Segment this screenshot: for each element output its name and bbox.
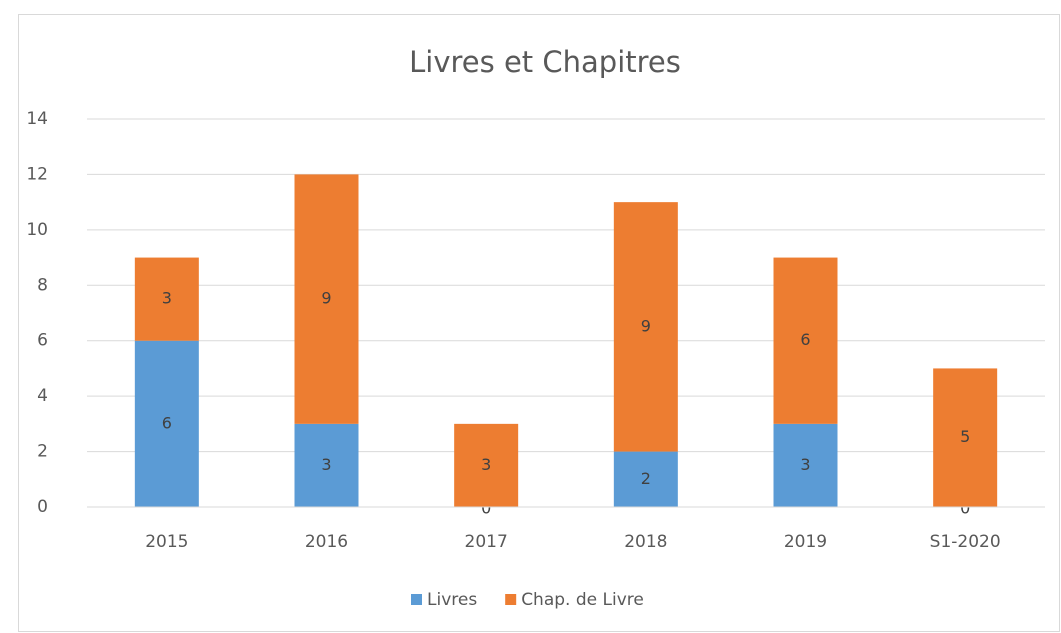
data-label: 9: [641, 316, 651, 335]
data-label: 3: [162, 289, 172, 308]
bar-segment: [773, 423, 838, 507]
y-tick-label: 10: [26, 220, 48, 240]
bar-segment: [294, 174, 359, 424]
y-tick-label: 14: [26, 109, 48, 129]
data-label: 3: [800, 455, 810, 474]
legend-label: Chap. de Livre: [521, 590, 644, 610]
y-tick-label: 12: [26, 164, 48, 184]
legend-label: Livres: [427, 590, 477, 610]
legend-swatch: [411, 594, 422, 605]
x-tick-label: 2019: [784, 532, 827, 552]
data-label: 6: [800, 330, 810, 349]
x-tick-label: 2016: [305, 532, 348, 552]
data-label: 0: [960, 499, 970, 518]
y-tick-label: 4: [37, 386, 48, 406]
bar-segment: [294, 423, 359, 507]
data-label: 6: [162, 413, 172, 432]
x-tick-label: S1-2020: [930, 532, 1001, 552]
x-tick-label: 2015: [145, 532, 188, 552]
chart-title: Livres et Chapitres: [409, 45, 681, 79]
bar-segment: [454, 423, 519, 507]
data-label: 3: [321, 455, 331, 474]
bar-segment: [613, 202, 678, 452]
x-tick-label: 2017: [465, 532, 508, 552]
data-label: 3: [481, 455, 491, 474]
data-label: 0: [481, 499, 491, 518]
y-tick-label: 6: [37, 331, 48, 351]
x-tick-label: 2018: [624, 532, 667, 552]
data-label: 9: [321, 289, 331, 308]
bar-segment: [134, 257, 199, 341]
bar-segment: [134, 340, 199, 507]
data-label: 2: [641, 469, 651, 488]
bar-segment: [773, 257, 838, 424]
data-label: 5: [960, 427, 970, 446]
y-tick-label: 0: [37, 497, 48, 517]
bar-segment: [613, 451, 678, 507]
y-tick-label: 2: [37, 442, 48, 462]
legend-swatch: [505, 594, 517, 605]
bar-segment: [933, 368, 998, 507]
y-tick-label: 8: [37, 275, 48, 295]
